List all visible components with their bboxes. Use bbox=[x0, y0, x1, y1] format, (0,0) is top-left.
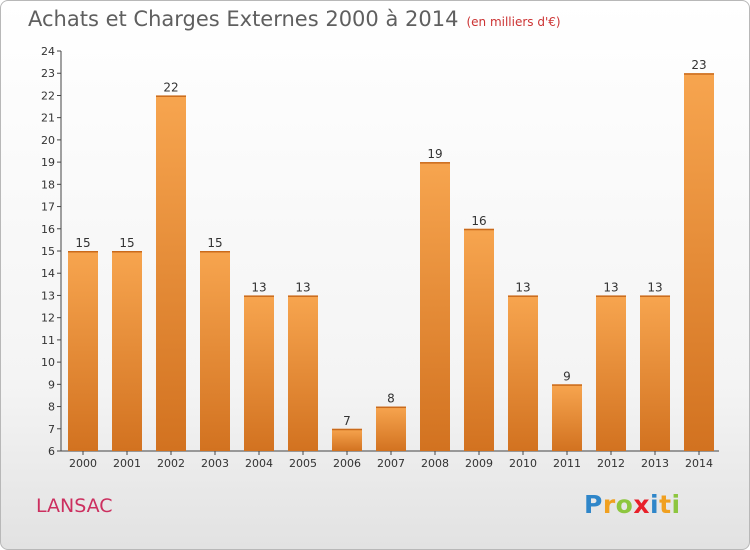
y-tick-label: 18 bbox=[41, 178, 55, 191]
bar-top-edge bbox=[640, 295, 670, 297]
y-tick-label: 14 bbox=[41, 267, 55, 280]
logo-letter: x bbox=[633, 490, 650, 519]
x-tick-label: 2001 bbox=[113, 457, 141, 470]
data-label: 15 bbox=[119, 236, 134, 250]
bar-top-edge bbox=[288, 295, 318, 297]
y-tick-label: 10 bbox=[41, 356, 55, 369]
data-label: 22 bbox=[163, 80, 178, 94]
title-text: Achats et Charges Externes 2000 à 2014 bbox=[28, 7, 459, 31]
x-tick-label: 2008 bbox=[421, 457, 449, 470]
x-tick-label: 2002 bbox=[157, 457, 185, 470]
axes: 6 7 8 9 10 11 12 13 14 15 16 17 18 19 20 21 22 23 24 2000 20… bbox=[41, 45, 719, 470]
bar-top-edge bbox=[112, 251, 142, 253]
commune-name: LANSAC bbox=[36, 495, 113, 517]
x-tick-label: 2003 bbox=[201, 457, 229, 470]
bar bbox=[684, 73, 714, 451]
bar bbox=[200, 251, 230, 451]
data-label: 9 bbox=[563, 369, 571, 383]
y-tick-label: 19 bbox=[41, 156, 55, 169]
bar bbox=[552, 384, 582, 451]
logo-letter: o bbox=[615, 490, 634, 519]
y-tick-label: 17 bbox=[41, 201, 55, 214]
bar bbox=[420, 162, 450, 451]
data-label: 13 bbox=[647, 280, 662, 294]
logo-letter: r bbox=[602, 490, 616, 519]
y-tick-label: 13 bbox=[41, 289, 55, 302]
data-label: 7 bbox=[343, 414, 351, 428]
bar-top-edge bbox=[332, 428, 362, 431]
x-tick-label: 2005 bbox=[289, 457, 317, 470]
logo-letter: P bbox=[584, 490, 603, 519]
data-label: 15 bbox=[207, 236, 222, 250]
logo-letter: i bbox=[650, 490, 660, 519]
bar bbox=[508, 295, 538, 451]
x-tick-label: 2004 bbox=[245, 457, 273, 470]
bars: 15 15 22 15 13 13 7 8 19 16 13 9 13 13 23 bbox=[68, 58, 714, 451]
y-tick-label: 11 bbox=[41, 334, 55, 347]
bar bbox=[244, 295, 274, 451]
data-label: 15 bbox=[75, 236, 90, 250]
y-tick-label: 7 bbox=[48, 423, 55, 436]
x-tick-label: 2011 bbox=[553, 457, 581, 470]
x-tick-label: 2010 bbox=[509, 457, 537, 470]
bar bbox=[376, 406, 406, 451]
y-tick-label: 20 bbox=[41, 134, 55, 147]
data-label: 13 bbox=[295, 280, 310, 294]
bar bbox=[288, 295, 318, 451]
bar-top-edge bbox=[552, 384, 582, 386]
bar bbox=[464, 228, 494, 451]
bar bbox=[596, 295, 626, 451]
data-label: 16 bbox=[471, 214, 486, 228]
y-tick-label: 24 bbox=[41, 45, 55, 58]
y-tick-label: 22 bbox=[41, 89, 55, 102]
y-tick-label: 15 bbox=[41, 245, 55, 258]
data-label: 8 bbox=[387, 392, 395, 406]
bar-top-edge bbox=[244, 295, 274, 297]
bar-top-edge bbox=[200, 251, 230, 253]
y-tick-label: 23 bbox=[41, 67, 55, 80]
data-label: 19 bbox=[427, 147, 442, 161]
bar-top-edge bbox=[420, 162, 450, 164]
chart-title: Achats et Charges Externes 2000 à 2014 (e… bbox=[28, 7, 561, 31]
y-tick-label: 12 bbox=[41, 312, 55, 325]
bar-top-edge bbox=[684, 73, 714, 75]
chart-subtitle: (en milliers d'€) bbox=[466, 15, 561, 29]
bar-top-edge bbox=[376, 406, 406, 409]
bar bbox=[640, 295, 670, 451]
bar bbox=[156, 95, 186, 451]
x-tick-label: 2006 bbox=[333, 457, 361, 470]
bar-top-edge bbox=[464, 228, 494, 231]
x-tick-label: 2012 bbox=[597, 457, 625, 470]
y-tick-label: 9 bbox=[48, 378, 55, 391]
y-tick-label: 16 bbox=[41, 223, 55, 236]
y-tick-label: 6 bbox=[48, 445, 55, 458]
proxiti-logo: Proxiti bbox=[584, 490, 681, 519]
x-tick-label: 2000 bbox=[69, 457, 97, 470]
x-tick-label: 2013 bbox=[641, 457, 669, 470]
data-label: 13 bbox=[515, 280, 530, 294]
y-tick-label: 8 bbox=[48, 401, 55, 414]
data-label: 13 bbox=[251, 280, 266, 294]
data-label: 23 bbox=[691, 58, 706, 72]
bar bbox=[112, 251, 142, 451]
bar-top-edge bbox=[508, 295, 538, 297]
bar-top-edge bbox=[156, 95, 186, 97]
bar bbox=[332, 428, 362, 451]
bar bbox=[68, 251, 98, 451]
data-label: 13 bbox=[603, 280, 618, 294]
bar-top-edge bbox=[596, 295, 626, 297]
y-tick-label: 21 bbox=[41, 112, 55, 125]
logo-letter: i bbox=[671, 490, 681, 519]
x-tick-label: 2009 bbox=[465, 457, 493, 470]
logo-letter: t bbox=[659, 490, 672, 519]
bar-top-edge bbox=[68, 251, 98, 253]
x-tick-label: 2014 bbox=[685, 457, 713, 470]
x-tick-label: 2007 bbox=[377, 457, 405, 470]
